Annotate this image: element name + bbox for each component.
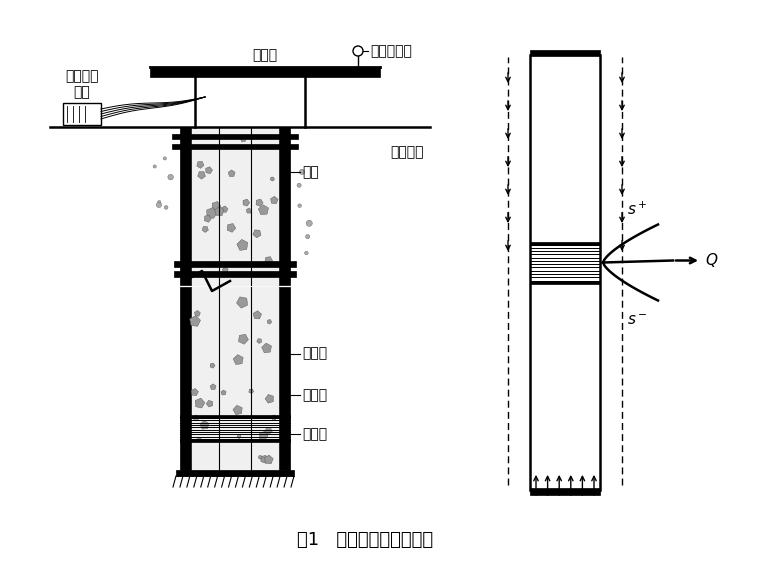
- Polygon shape: [243, 199, 250, 206]
- Polygon shape: [202, 226, 208, 233]
- Polygon shape: [222, 267, 228, 273]
- Text: 数据采集
系统: 数据采集 系统: [65, 69, 99, 99]
- Polygon shape: [249, 389, 254, 394]
- Polygon shape: [180, 439, 290, 442]
- Polygon shape: [221, 206, 228, 213]
- Text: $s^+$: $s^+$: [627, 201, 648, 218]
- Polygon shape: [210, 384, 216, 389]
- Polygon shape: [174, 271, 296, 277]
- Polygon shape: [258, 455, 262, 459]
- Polygon shape: [257, 339, 261, 344]
- Text: 基准梁: 基准梁: [252, 48, 277, 62]
- Polygon shape: [530, 280, 600, 283]
- Circle shape: [168, 174, 173, 180]
- Polygon shape: [261, 455, 268, 463]
- Polygon shape: [180, 127, 192, 285]
- Polygon shape: [530, 50, 600, 56]
- Polygon shape: [172, 134, 298, 139]
- Polygon shape: [227, 223, 236, 233]
- Circle shape: [297, 183, 301, 188]
- Polygon shape: [259, 431, 268, 440]
- Polygon shape: [176, 470, 294, 476]
- Polygon shape: [206, 166, 213, 174]
- Polygon shape: [265, 394, 274, 403]
- Polygon shape: [246, 208, 252, 213]
- Polygon shape: [190, 316, 201, 326]
- Polygon shape: [221, 390, 226, 395]
- Polygon shape: [192, 287, 278, 470]
- Polygon shape: [265, 428, 272, 434]
- Polygon shape: [278, 127, 290, 285]
- Polygon shape: [193, 415, 199, 421]
- Circle shape: [299, 169, 305, 174]
- Circle shape: [163, 157, 166, 160]
- Polygon shape: [240, 136, 245, 142]
- Text: 保护管: 保护管: [302, 388, 327, 402]
- Text: 图1   桩基自平衡试验示意: 图1 桩基自平衡试验示意: [297, 531, 433, 549]
- Polygon shape: [180, 287, 192, 470]
- Circle shape: [306, 234, 310, 239]
- Polygon shape: [191, 389, 198, 396]
- Circle shape: [306, 220, 312, 226]
- Polygon shape: [200, 421, 209, 429]
- Polygon shape: [212, 202, 220, 210]
- Polygon shape: [204, 215, 211, 222]
- Polygon shape: [172, 144, 298, 149]
- Polygon shape: [207, 207, 217, 218]
- Polygon shape: [256, 199, 263, 206]
- Polygon shape: [268, 320, 272, 324]
- Polygon shape: [237, 435, 241, 439]
- Circle shape: [305, 251, 308, 255]
- Polygon shape: [206, 400, 213, 407]
- Polygon shape: [264, 455, 274, 464]
- Polygon shape: [265, 256, 273, 264]
- Polygon shape: [253, 230, 261, 238]
- Text: 位移杆: 位移杆: [302, 347, 327, 360]
- Circle shape: [153, 165, 157, 168]
- Circle shape: [157, 201, 161, 203]
- Polygon shape: [197, 161, 204, 168]
- Polygon shape: [253, 311, 261, 319]
- Polygon shape: [192, 127, 278, 285]
- Polygon shape: [198, 172, 205, 179]
- Text: 荷载箱: 荷载箱: [302, 427, 327, 441]
- Text: $s^-$: $s^-$: [627, 313, 648, 328]
- Polygon shape: [258, 205, 268, 215]
- Circle shape: [157, 202, 162, 207]
- Polygon shape: [180, 415, 290, 418]
- Polygon shape: [195, 311, 201, 316]
- Polygon shape: [195, 398, 205, 408]
- Polygon shape: [261, 343, 271, 353]
- Polygon shape: [530, 242, 600, 245]
- Polygon shape: [228, 170, 235, 177]
- Text: 油管: 油管: [302, 165, 318, 179]
- Polygon shape: [233, 405, 242, 414]
- Polygon shape: [150, 67, 380, 77]
- Polygon shape: [271, 196, 278, 203]
- Text: 加载系统: 加载系统: [390, 145, 423, 159]
- Polygon shape: [63, 103, 101, 125]
- Polygon shape: [197, 437, 201, 441]
- Polygon shape: [214, 206, 224, 215]
- Polygon shape: [271, 177, 274, 181]
- Text: 位移传感器: 位移传感器: [370, 44, 412, 58]
- Polygon shape: [236, 297, 248, 308]
- Circle shape: [164, 206, 168, 209]
- Circle shape: [298, 204, 302, 207]
- Polygon shape: [174, 261, 296, 267]
- Polygon shape: [239, 334, 249, 344]
- Polygon shape: [233, 355, 243, 365]
- Polygon shape: [530, 488, 600, 495]
- Polygon shape: [271, 415, 277, 420]
- Polygon shape: [210, 363, 215, 368]
- Polygon shape: [278, 287, 290, 470]
- Polygon shape: [237, 239, 248, 250]
- Text: Q: Q: [705, 253, 717, 268]
